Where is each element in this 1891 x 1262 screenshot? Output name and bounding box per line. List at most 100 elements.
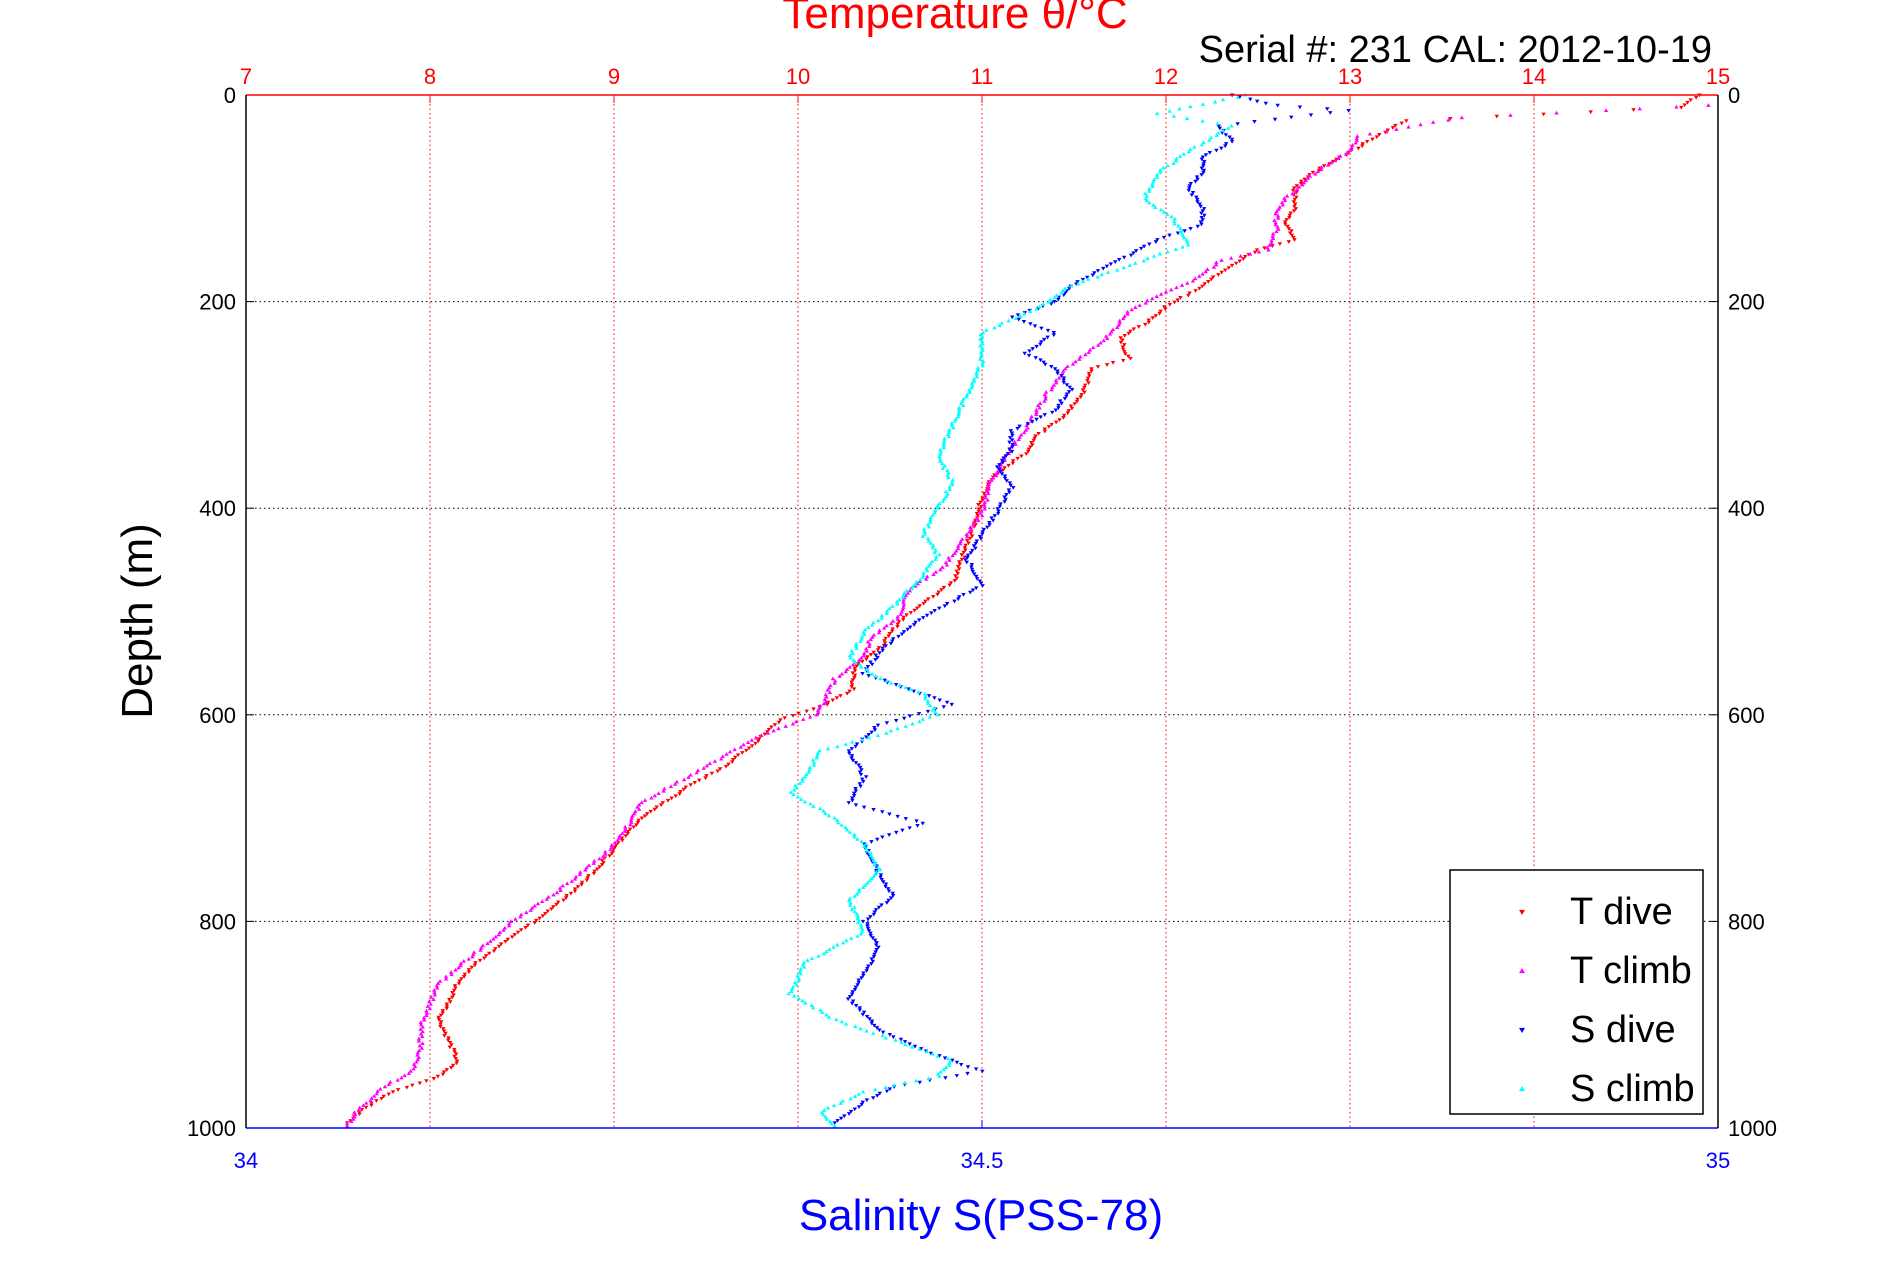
data-point [922,696,928,701]
data-point [844,691,850,696]
data-point [1029,414,1034,419]
data-point [1078,395,1083,400]
data-point [868,931,873,936]
data-point [943,560,949,565]
data-point [974,370,979,374]
data-point [824,949,829,954]
data-point [978,354,984,359]
data-point [351,1117,356,1121]
data-point [1034,412,1039,417]
data-point [788,790,794,794]
data-point [487,951,492,956]
data-point [885,887,891,891]
data-point [868,637,873,642]
data-point [847,653,853,658]
data-point [1019,454,1024,459]
data-point [1133,305,1138,310]
data-point [846,749,852,754]
data-point [920,821,925,826]
data-point [873,908,879,912]
data-point [932,696,937,701]
data-point [458,963,463,968]
data-point [1163,289,1169,294]
data-point [940,461,945,466]
data-point [793,719,799,724]
data-point [865,917,871,922]
data-point [961,592,966,597]
data-point [459,977,464,981]
data-point [381,1094,386,1099]
data-point [557,885,563,890]
data-point [1115,325,1120,329]
data-point [895,624,900,629]
data-point [975,365,981,370]
data-point [893,718,899,723]
data-point [1125,311,1130,316]
data-point [1120,345,1125,350]
data-point [1212,99,1218,104]
data-point [802,799,808,804]
y-axis-label: Depth (m) [113,523,162,719]
data-point [816,953,821,958]
data-point [1121,358,1126,363]
data-point [838,1116,844,1121]
data-point [1059,401,1064,406]
data-point [1210,275,1216,280]
data-point [826,813,832,818]
data-point [864,1015,870,1019]
data-point [853,1024,858,1028]
data-point [910,721,915,726]
data-point [701,765,707,770]
data-point [765,730,771,735]
data-point [852,673,858,678]
data-point [863,646,869,651]
data-point [840,1098,846,1103]
data-point [932,550,937,554]
data-point [636,818,641,823]
data-point [1355,134,1360,138]
data-point [850,651,855,655]
data-point [704,763,710,768]
data-point [890,604,895,608]
data-point [927,703,933,708]
data-point [1179,283,1185,287]
data-point [888,896,894,901]
data-point [518,914,523,919]
data-point [1223,144,1228,149]
data-point [997,464,1003,469]
data-point [1254,248,1260,253]
data-point [935,592,940,597]
data-point [965,555,970,560]
data-point [794,982,799,987]
data-point [1219,258,1224,262]
data-point [884,623,889,628]
data-point [1136,325,1141,329]
data-point [845,997,851,1002]
data-point [1226,266,1231,270]
data-point [745,740,751,745]
data-point [1053,378,1059,383]
y-left-tick-label: 400 [199,496,236,521]
data-point [1185,280,1190,285]
data-point [1086,371,1092,376]
data-point [973,1067,979,1072]
data-point [879,903,884,908]
y-right-tick-label: 200 [1728,290,1765,315]
data-point [888,621,894,626]
data-point [930,513,935,517]
data-point [558,888,563,892]
data-point [1034,306,1039,311]
data-point [445,1038,451,1043]
data-point [1459,115,1465,120]
data-point [1685,100,1690,105]
data-point [765,730,770,734]
data-point [938,567,943,572]
data-point [1374,135,1380,140]
data-point [1167,233,1172,238]
data-point [525,923,531,928]
data-point [802,774,808,779]
data-point [478,947,483,952]
data-point [1263,101,1269,106]
data-point [1055,369,1060,374]
data-point [946,1063,952,1067]
